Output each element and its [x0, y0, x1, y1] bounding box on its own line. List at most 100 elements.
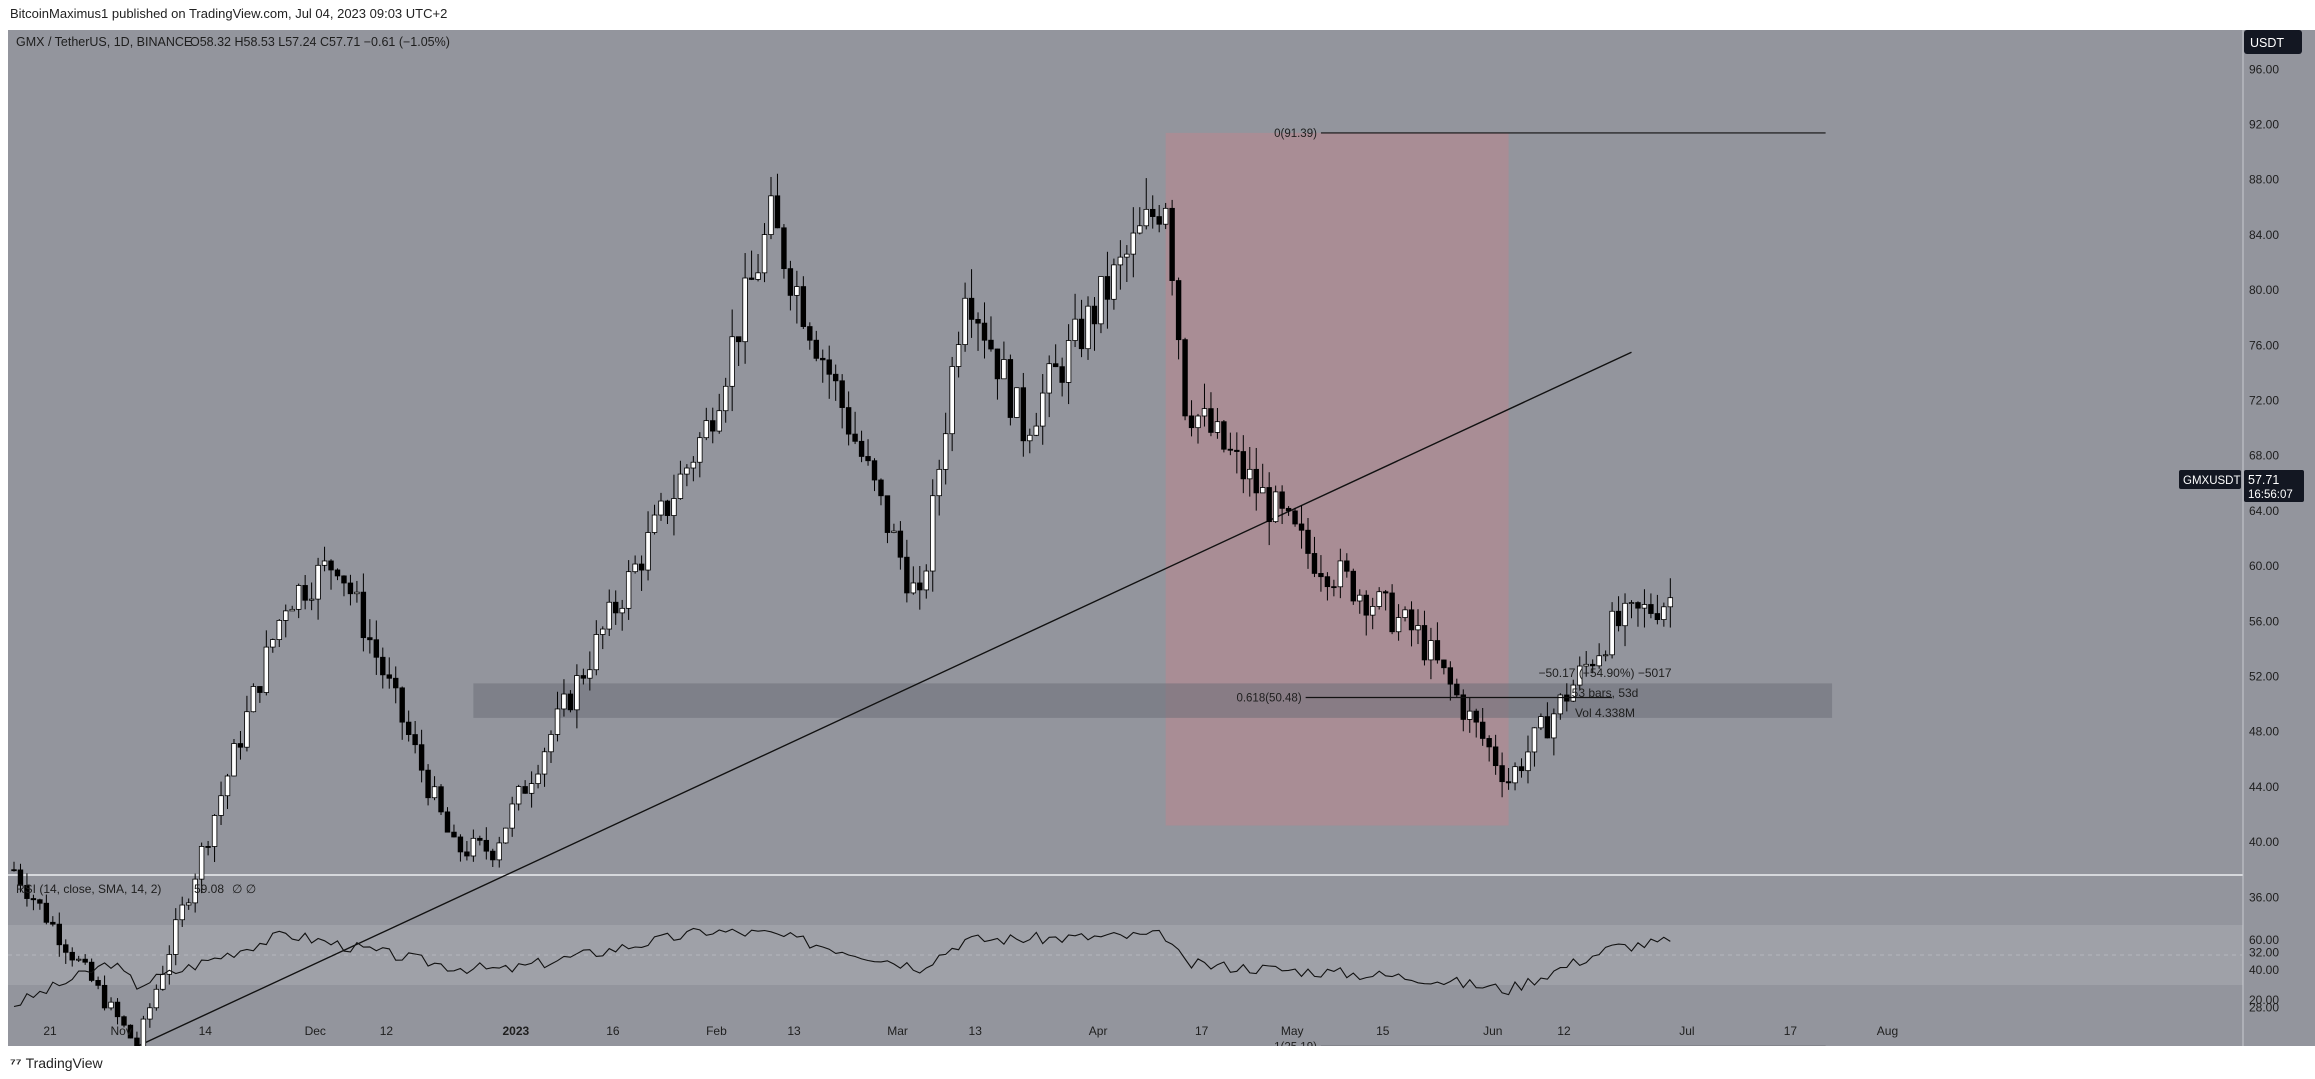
candle-body: [1421, 625, 1428, 661]
candle-body: [858, 440, 865, 457]
rsi-line: [13, 927, 1671, 1008]
candle-body: [76, 958, 82, 961]
candle-body: [1596, 655, 1602, 667]
candle-body: [839, 380, 845, 408]
candle-body: [11, 869, 17, 872]
candle-body: [832, 373, 839, 382]
candle-body: [1162, 207, 1169, 225]
time-tick-label: Dec: [305, 1024, 326, 1038]
candle-body: [826, 359, 832, 375]
candle-body: [1544, 716, 1551, 739]
candle-body: [962, 297, 968, 346]
candle-body: [257, 686, 263, 693]
candle-body: [444, 811, 451, 833]
candle-body: [283, 610, 289, 621]
candle-body: [613, 601, 619, 614]
candle-body: [981, 322, 988, 341]
measure-bars: 53 bars, 53d: [1572, 686, 1639, 700]
fib-label-0: 0(91.39): [1274, 128, 1317, 140]
candle-body: [936, 468, 942, 497]
candle-body: [50, 921, 56, 925]
candle-body: [30, 898, 37, 901]
candle-body: [1538, 716, 1544, 729]
candle-body: [218, 795, 224, 816]
time-axis-background: [8, 1014, 2243, 1046]
candle-body: [425, 769, 431, 799]
candle-body: [1221, 421, 1227, 450]
candle-body: [1027, 434, 1033, 442]
time-tick-label: Feb: [706, 1024, 727, 1038]
candle-body: [108, 1001, 114, 1009]
candle-body: [1266, 487, 1272, 523]
candle-body: [1208, 408, 1214, 433]
candle-body: [127, 1024, 134, 1039]
candle-body: [231, 743, 237, 777]
candle-body: [632, 563, 638, 573]
candle-body: [1104, 276, 1111, 300]
candle-body: [1602, 654, 1609, 657]
candle-body: [1117, 256, 1124, 266]
candle-body: [852, 433, 858, 442]
candle-body: [625, 571, 632, 609]
candle-body: [1331, 586, 1337, 589]
candle-body: [1124, 253, 1130, 258]
time-tick-label: 12: [380, 1024, 394, 1038]
candle-body: [1492, 746, 1499, 767]
candle-body: [515, 786, 522, 805]
candle-body: [748, 277, 755, 280]
candle-body: [690, 461, 697, 469]
candle-body: [1072, 318, 1078, 341]
candle-body: [774, 195, 781, 229]
candle-body: [1428, 640, 1434, 661]
price-tick-label: 40.00: [2249, 835, 2279, 849]
last-price: 57.71: [2248, 473, 2279, 487]
footer-bar: ⁷⁷ TradingView: [0, 1046, 2315, 1079]
candle-body: [1247, 468, 1253, 480]
candle-body: [464, 851, 470, 857]
candle-body: [1085, 305, 1091, 350]
published-caption: BitcoinMaximus1 published on TradingView…: [10, 6, 448, 21]
candle-body: [1078, 318, 1085, 350]
candle-body: [878, 479, 884, 497]
candle-body: [295, 585, 302, 610]
candle-body: [360, 591, 367, 639]
candle-body: [373, 639, 380, 658]
candle-body: [1091, 305, 1098, 325]
time-tick-label: 17: [1195, 1024, 1209, 1038]
currency-badge-bg: [2244, 30, 2302, 54]
candle-body: [477, 837, 483, 841]
candle-body: [380, 656, 386, 676]
candle-body: [1014, 387, 1020, 418]
candle-body: [1376, 591, 1382, 607]
candle-body: [1175, 280, 1182, 341]
candle-body: [17, 869, 24, 886]
candle-body: [606, 601, 612, 630]
tradingview-logo[interactable]: ⁷⁷ TradingView: [10, 1055, 103, 1071]
candle-body: [211, 815, 218, 847]
candle-body: [910, 582, 917, 594]
candle-body: [289, 608, 295, 612]
candle-body: [1641, 604, 1648, 609]
candle-body: [63, 944, 69, 953]
candle-body: [742, 277, 748, 343]
candle-body: [509, 803, 515, 829]
candle-body: [541, 751, 548, 775]
candle-body: [671, 498, 677, 516]
candle-body: [347, 582, 354, 595]
candle-body: [522, 786, 528, 794]
candle-body: [1615, 610, 1622, 627]
candle-body: [1298, 523, 1305, 531]
candle-body: [658, 500, 664, 516]
candle-body: [638, 563, 645, 571]
time-tick-label: 14: [199, 1024, 213, 1038]
countdown: 16:56:07: [2248, 489, 2293, 501]
candle-body: [1195, 415, 1201, 429]
candle-body: [179, 904, 185, 921]
candle-body: [412, 734, 418, 746]
candle-body: [535, 773, 541, 784]
candle-body: [787, 268, 794, 296]
time-tick-label: 13: [787, 1024, 801, 1038]
candle-body: [1201, 408, 1208, 417]
rsi-tick-label: 40.00: [2249, 963, 2279, 977]
